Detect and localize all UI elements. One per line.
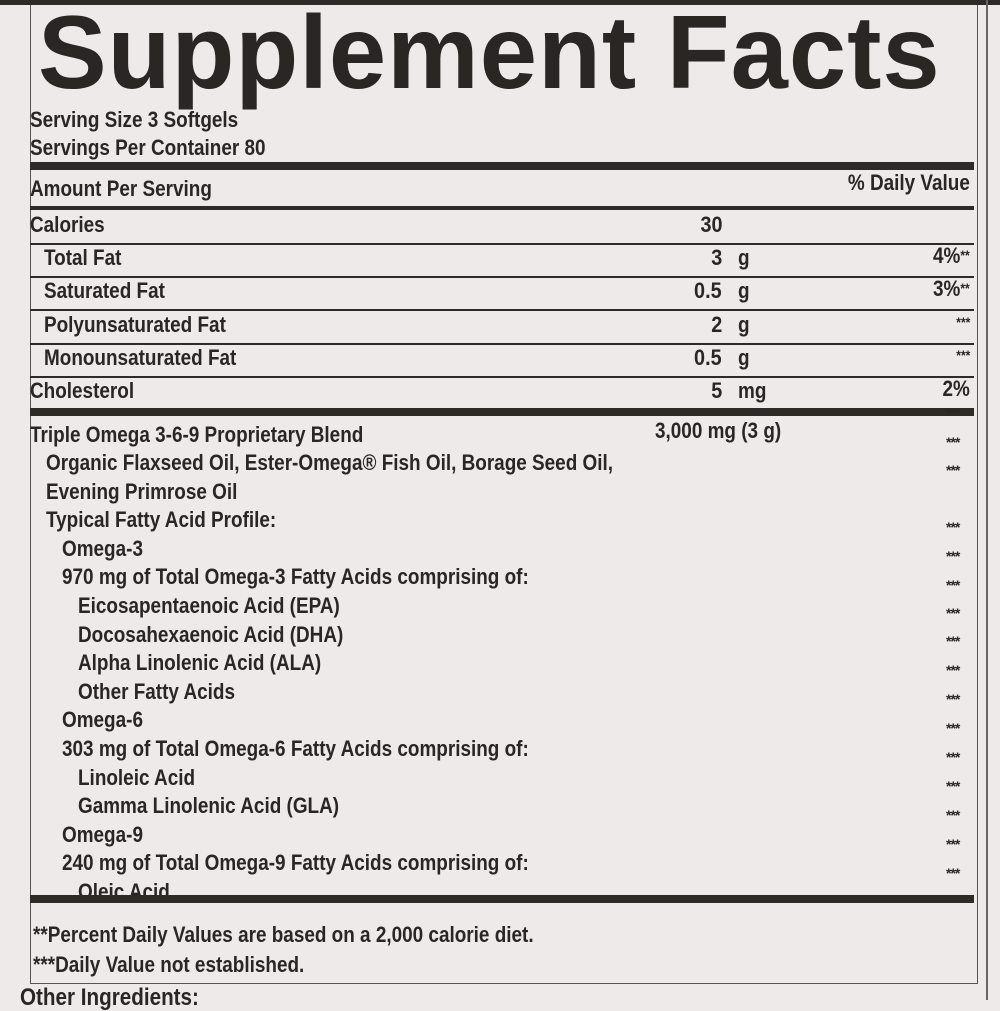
- blend-dv-mark: ***: [946, 548, 960, 564]
- nutrient-name: Saturated Fat: [44, 278, 165, 303]
- blend-line: 240 mg of Total Omega-9 Fatty Acids comp…: [62, 850, 529, 876]
- nutrient-unit: mg: [738, 378, 767, 403]
- blend-dv-mark: ***: [946, 836, 960, 852]
- divider: [30, 408, 974, 416]
- dv-footnote-mark: ***: [955, 347, 970, 363]
- panel-title: Supplement Facts: [38, 0, 941, 111]
- blend-amount: 3,000 mg (3 g): [655, 418, 782, 443]
- blend-line: Organic Flaxseed Oil, Ester-Omega® Fish …: [46, 450, 614, 475]
- nutrient-daily-value: 3%**: [933, 276, 970, 301]
- amount-per-serving-header: Amount Per Serving: [30, 176, 212, 201]
- label-edge: [986, 0, 988, 1000]
- nutrient-amount: 3: [710, 245, 722, 270]
- blend-line: Other Fatty Acids: [78, 678, 236, 704]
- nutrient-amount: 30: [699, 212, 722, 237]
- blend-dv-mark: ***: [946, 434, 960, 450]
- nutrient-name: Total Fat: [44, 245, 122, 270]
- blend-dv-mark: ***: [946, 720, 960, 736]
- blend-line: Omega-3: [62, 535, 143, 561]
- nutrient-daily-value: ***: [956, 343, 970, 368]
- blend-dv-mark: ***: [946, 778, 960, 794]
- blend-line: Linoleic Acid: [78, 764, 196, 790]
- divider: [30, 376, 974, 378]
- nutrient-unit: g: [738, 345, 750, 370]
- nutrient-name: Cholesterol: [30, 378, 135, 403]
- blend-line: Gamma Linolenic Acid (GLA): [78, 793, 340, 819]
- blend-line: Alpha Linolenic Acid (ALA): [78, 650, 322, 676]
- dv-footnote-mark: ***: [955, 314, 970, 330]
- dv-footnote-mark: **: [960, 247, 970, 263]
- daily-value-header: % Daily Value: [848, 170, 970, 195]
- nutrient-name: Calories: [30, 212, 105, 237]
- nutrient-daily-value: 2%: [943, 376, 970, 401]
- divider: [30, 206, 974, 210]
- serving-size: Serving Size 3 Softgels: [30, 107, 239, 132]
- nutrient-amount: 0.5: [694, 345, 722, 370]
- blend-dv-mark: ***: [946, 577, 960, 593]
- blend-dv-mark: ***: [946, 749, 960, 765]
- nutrient-unit: g: [738, 245, 750, 270]
- divider: [30, 343, 974, 345]
- divider: [30, 309, 974, 311]
- facts-panel-border: [30, 5, 978, 984]
- footnote-percent-dv: **Percent Daily Values are based on a 2,…: [33, 922, 534, 947]
- blend-dv-mark: ***: [946, 405, 960, 421]
- blend-line: Typical Fatty Acid Profile:: [46, 507, 277, 533]
- nutrient-amount: 5: [710, 378, 722, 403]
- blend-line: Eicosapentaenoic Acid (EPA): [78, 593, 340, 618]
- blend-dv-mark: ***: [946, 462, 960, 478]
- blend-line: Omega-6: [62, 707, 143, 733]
- blend-dv-mark: ***: [946, 605, 960, 621]
- footnote-dv-not-established: ***Daily Value not established.: [33, 952, 305, 977]
- blend-dv-mark: ***: [946, 519, 960, 535]
- blend-name: Triple Omega 3-6-9 Proprietary Blend: [30, 422, 364, 447]
- blend-dv-mark: ***: [946, 633, 960, 649]
- blend-dv-mark: ***: [946, 691, 960, 707]
- blend-line: Docosahexaenoic Acid (DHA): [78, 621, 344, 647]
- nutrient-amount: 2: [710, 312, 722, 337]
- dv-percent: 3%: [933, 276, 961, 301]
- nutrient-name: Monounsaturated Fat: [44, 345, 237, 370]
- blend-dv-mark: ***: [946, 662, 960, 678]
- dv-percent: 4%: [933, 243, 961, 268]
- nutrient-unit: g: [738, 312, 750, 337]
- nutrient-daily-value: 4%**: [933, 243, 970, 268]
- blend-line: Evening Primrose Oil: [46, 478, 238, 504]
- top-edge: [0, 0, 1000, 5]
- nutrient-unit: g: [738, 278, 750, 303]
- nutrient-name: Polyunsaturated Fat: [44, 312, 226, 337]
- nutrient-daily-value: ***: [956, 310, 970, 335]
- blend-line: 303 mg of Total Omega-6 Fatty Acids comp…: [62, 736, 529, 761]
- dv-percent: 2%: [942, 376, 970, 401]
- blend-line: Omega-9: [62, 821, 143, 847]
- divider: [30, 162, 974, 170]
- other-ingredients-label: Other Ingredients:: [20, 984, 199, 1011]
- divider: [30, 276, 974, 278]
- nutrient-amount: 0.5: [694, 278, 722, 303]
- dv-footnote-mark: **: [960, 280, 970, 296]
- blend-line: 970 mg of Total Omega-3 Fatty Acids comp…: [62, 564, 529, 590]
- blend-dv-mark: ***: [946, 807, 960, 823]
- blend-dv-mark: ***: [946, 865, 960, 881]
- divider: [30, 895, 974, 903]
- divider: [30, 243, 974, 245]
- servings-per-container: Servings Per Container 80: [30, 135, 266, 160]
